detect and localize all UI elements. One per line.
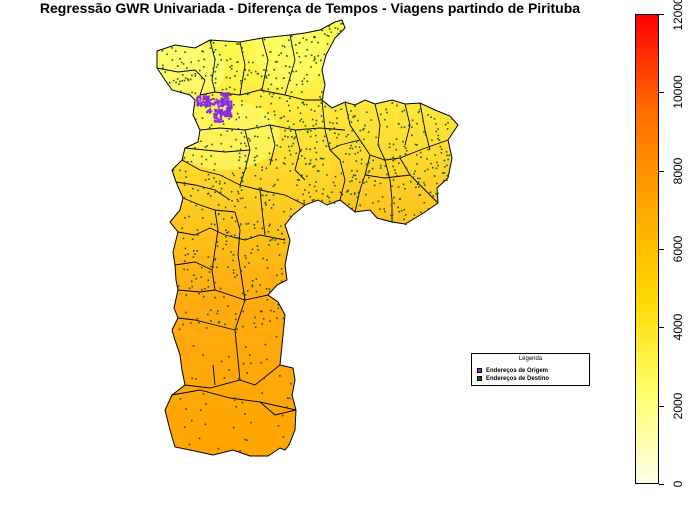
legend-item-label: Endereços de Destino — [486, 376, 550, 383]
colorbar-tick — [659, 249, 664, 250]
district-boundaries — [157, 34, 449, 416]
colorbar-tick — [659, 171, 664, 172]
destination-swatch — [477, 376, 482, 381]
legend-item-destination: Endereços de Destino — [477, 376, 549, 383]
legend-item-origin: Endereços de Origem — [477, 368, 548, 375]
map-legend: Legenda Endereços de Origem Endereços de… — [471, 353, 590, 386]
colorbar-label: 4000 — [671, 313, 685, 341]
colorbar-tick — [659, 484, 664, 485]
colorbar-label: 2000 — [671, 392, 685, 420]
colorbar-tick — [659, 14, 664, 15]
colorbar-label: 0 — [671, 480, 685, 488]
origin-points — [196, 92, 233, 123]
sao-paulo-municipality — [156, 19, 459, 457]
colorbar-label: 6000 — [671, 235, 685, 263]
legend-item-label: Endereços de Origem — [486, 368, 549, 375]
colorbar-label: 10000 — [671, 75, 685, 109]
colorbar-tick — [659, 406, 664, 407]
color-scale-bar — [635, 14, 659, 484]
colorbar-label: 8000 — [671, 157, 685, 185]
colorbar-tick — [659, 327, 664, 328]
colorbar-label: 12000 — [671, 0, 685, 31]
origin-swatch — [477, 368, 482, 373]
colorbar-tick — [659, 92, 664, 93]
legend-title: Legenda — [518, 356, 543, 362]
choropleth-map — [156, 19, 459, 457]
destination-points — [161, 22, 454, 452]
page-title: Regressão GWR Univariada - Diferença de … — [39, 0, 581, 16]
